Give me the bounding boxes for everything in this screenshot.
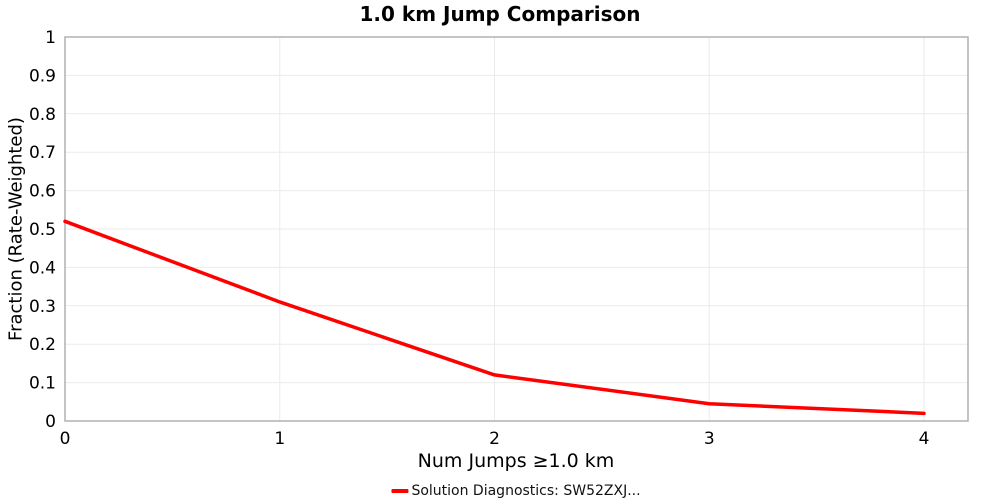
chart-title: 1.0 km Jump Comparison bbox=[359, 2, 641, 26]
plot-frame bbox=[64, 36, 969, 422]
y-axis-title: Fraction (Rate-Weighted) bbox=[5, 117, 27, 341]
y-tick-label: 0.5 bbox=[29, 220, 56, 240]
x-tick-label: 4 bbox=[919, 429, 930, 449]
y-tick-label: 0.6 bbox=[29, 182, 56, 202]
x-axis-title: Num Jumps ≥1.0 km bbox=[417, 450, 615, 472]
legend[interactable]: Solution Diagnostics: SW52ZXJ... bbox=[391, 483, 641, 499]
x-tick-label: 0 bbox=[60, 429, 71, 449]
y-tick-label: 0.8 bbox=[29, 105, 56, 125]
y-tick-label: 0.2 bbox=[29, 335, 56, 355]
y-tick-label: 0 bbox=[45, 412, 56, 432]
y-tick-label: 0.3 bbox=[29, 297, 56, 317]
y-tick-label: 0.9 bbox=[29, 66, 56, 86]
y-tick-label: 0.7 bbox=[29, 143, 56, 163]
y-tick-label: 0.1 bbox=[29, 374, 56, 394]
series-line[interactable] bbox=[63, 219, 926, 416]
y-tick-label: 0.4 bbox=[29, 258, 56, 278]
x-tick-label: 3 bbox=[704, 429, 715, 449]
y-tick-label: 1 bbox=[45, 28, 56, 48]
x-tick-label: 1 bbox=[274, 429, 285, 449]
legend-label: Solution Diagnostics: SW52ZXJ... bbox=[411, 483, 641, 499]
x-tick-label: 2 bbox=[489, 429, 500, 449]
legend-line-swatch bbox=[391, 489, 409, 493]
